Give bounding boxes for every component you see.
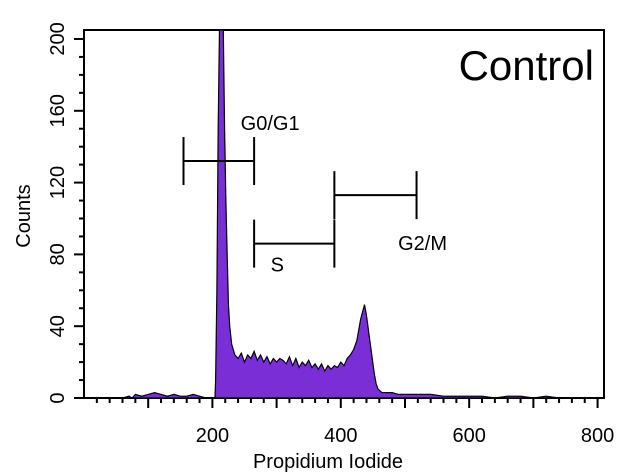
y-tick-label: 160 xyxy=(47,94,69,127)
y-tick-label: 0 xyxy=(47,392,69,403)
gate-g2-m-label: G2/M xyxy=(398,233,447,255)
gate-s: S xyxy=(253,219,336,277)
gate-s-label: S xyxy=(271,255,284,277)
gate-g0-g1-label: G0/G1 xyxy=(241,113,300,135)
x-tick-label: 200 xyxy=(196,425,229,447)
panel-label: Control xyxy=(459,42,594,89)
axes: 200 400 600 800 0 40 80 120 160 200 xyxy=(47,22,614,447)
x-tick-label: 600 xyxy=(452,425,485,447)
y-tick-label: 80 xyxy=(47,243,69,265)
phase-gates: G0/G1 S G2/M xyxy=(182,113,447,277)
x-tick-label: 400 xyxy=(324,425,357,447)
y-tick-label: 200 xyxy=(47,22,69,55)
y-axis-title: Counts xyxy=(13,184,35,247)
histogram-series-0 xyxy=(84,29,604,399)
gate-g0-g1: G0/G1 xyxy=(182,113,300,186)
x-tick-label: 800 xyxy=(581,425,614,447)
x-axis-title: Propidium Iodide xyxy=(253,451,403,473)
y-tick-label: 40 xyxy=(47,315,69,337)
y-tick-label: 120 xyxy=(47,166,69,199)
gate-g2-m: G2/M xyxy=(333,171,447,255)
histogram-marks xyxy=(84,29,604,399)
